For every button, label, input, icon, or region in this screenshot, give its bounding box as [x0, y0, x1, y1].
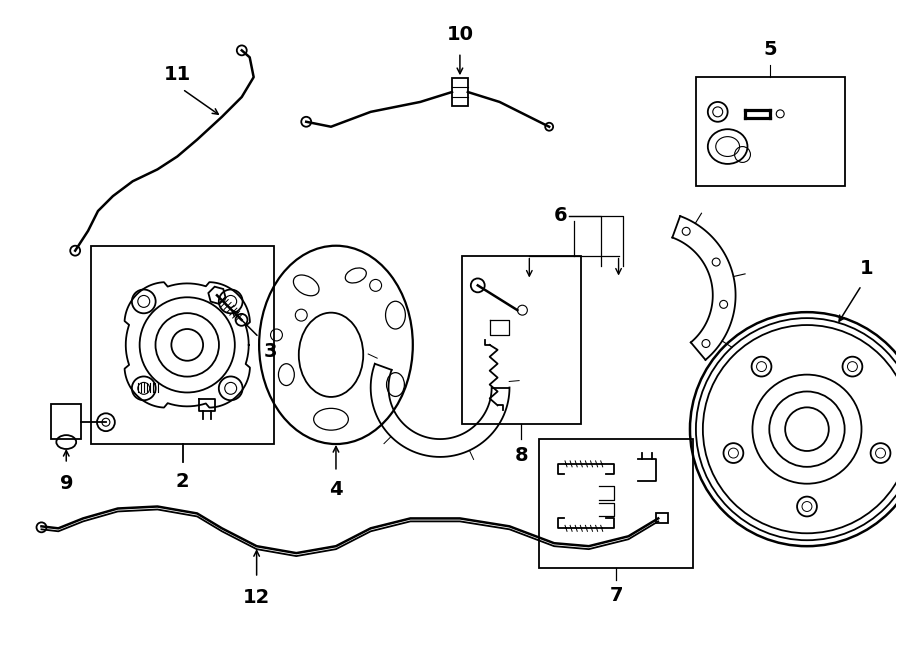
- Bar: [696, 77, 845, 186]
- Text: 7: 7: [609, 586, 623, 605]
- Text: 5: 5: [763, 40, 777, 59]
- Text: 2: 2: [176, 472, 190, 491]
- Bar: [91, 246, 274, 444]
- Bar: [51, 405, 81, 439]
- Bar: [656, 514, 668, 524]
- Text: 1: 1: [860, 259, 873, 278]
- Bar: [539, 439, 693, 568]
- Text: 6: 6: [554, 206, 568, 225]
- Text: 9: 9: [59, 474, 73, 493]
- Text: 3: 3: [264, 342, 277, 362]
- Text: 4: 4: [329, 480, 343, 499]
- Text: 8: 8: [515, 446, 528, 465]
- Text: 11: 11: [164, 65, 191, 84]
- Bar: [452, 78, 468, 106]
- Text: 10: 10: [446, 25, 473, 44]
- Text: 12: 12: [243, 588, 270, 607]
- Bar: [462, 256, 580, 424]
